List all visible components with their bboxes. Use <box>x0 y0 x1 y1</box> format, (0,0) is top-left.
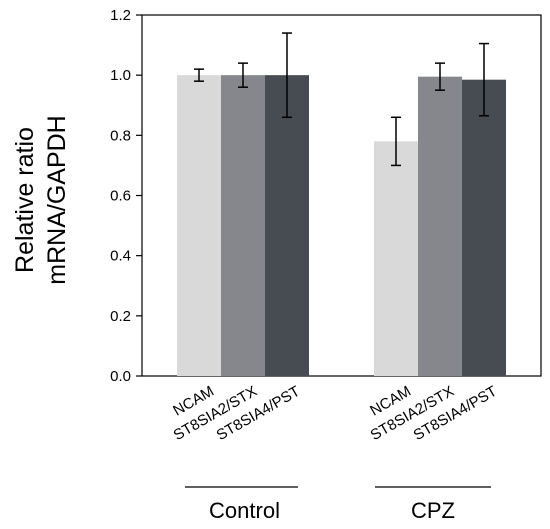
bar <box>265 75 309 377</box>
plot-area: 0.00.20.40.60.81.01.2NCAMST8SIA2/STXST8S… <box>110 7 542 523</box>
bar <box>374 141 418 376</box>
y-tick-label: 1.2 <box>110 7 131 24</box>
y-tick-label: 0.0 <box>110 368 131 385</box>
y-tick-label: 1.0 <box>110 67 131 84</box>
bar <box>221 75 265 377</box>
y-axis-label-line-2: mRNA/GAPDH <box>43 115 71 284</box>
y-tick-label: 0.4 <box>110 248 131 265</box>
y-tick-label: 0.6 <box>110 188 131 205</box>
y-tick-label: 0.2 <box>110 308 131 325</box>
group-label: CPZ <box>411 498 455 523</box>
y-axis-label-line-1: Relative ratio <box>11 127 39 273</box>
group-label: Control <box>209 498 280 523</box>
bar <box>177 75 221 377</box>
bar <box>418 76 462 376</box>
y-tick-label: 0.8 <box>110 127 131 144</box>
bar <box>462 79 506 376</box>
